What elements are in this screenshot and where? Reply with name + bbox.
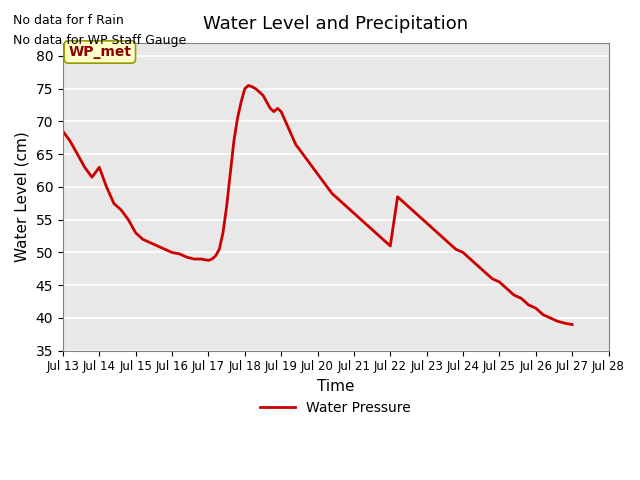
- Text: WP_met: WP_met: [68, 45, 131, 59]
- Text: No data for WP Staff Gauge: No data for WP Staff Gauge: [13, 34, 186, 47]
- Y-axis label: Water Level (cm): Water Level (cm): [15, 132, 30, 262]
- X-axis label: Time: Time: [317, 379, 355, 394]
- Title: Water Level and Precipitation: Water Level and Precipitation: [203, 15, 468, 33]
- Text: No data for f Rain: No data for f Rain: [13, 14, 124, 27]
- Legend: Water Pressure: Water Pressure: [255, 396, 417, 421]
